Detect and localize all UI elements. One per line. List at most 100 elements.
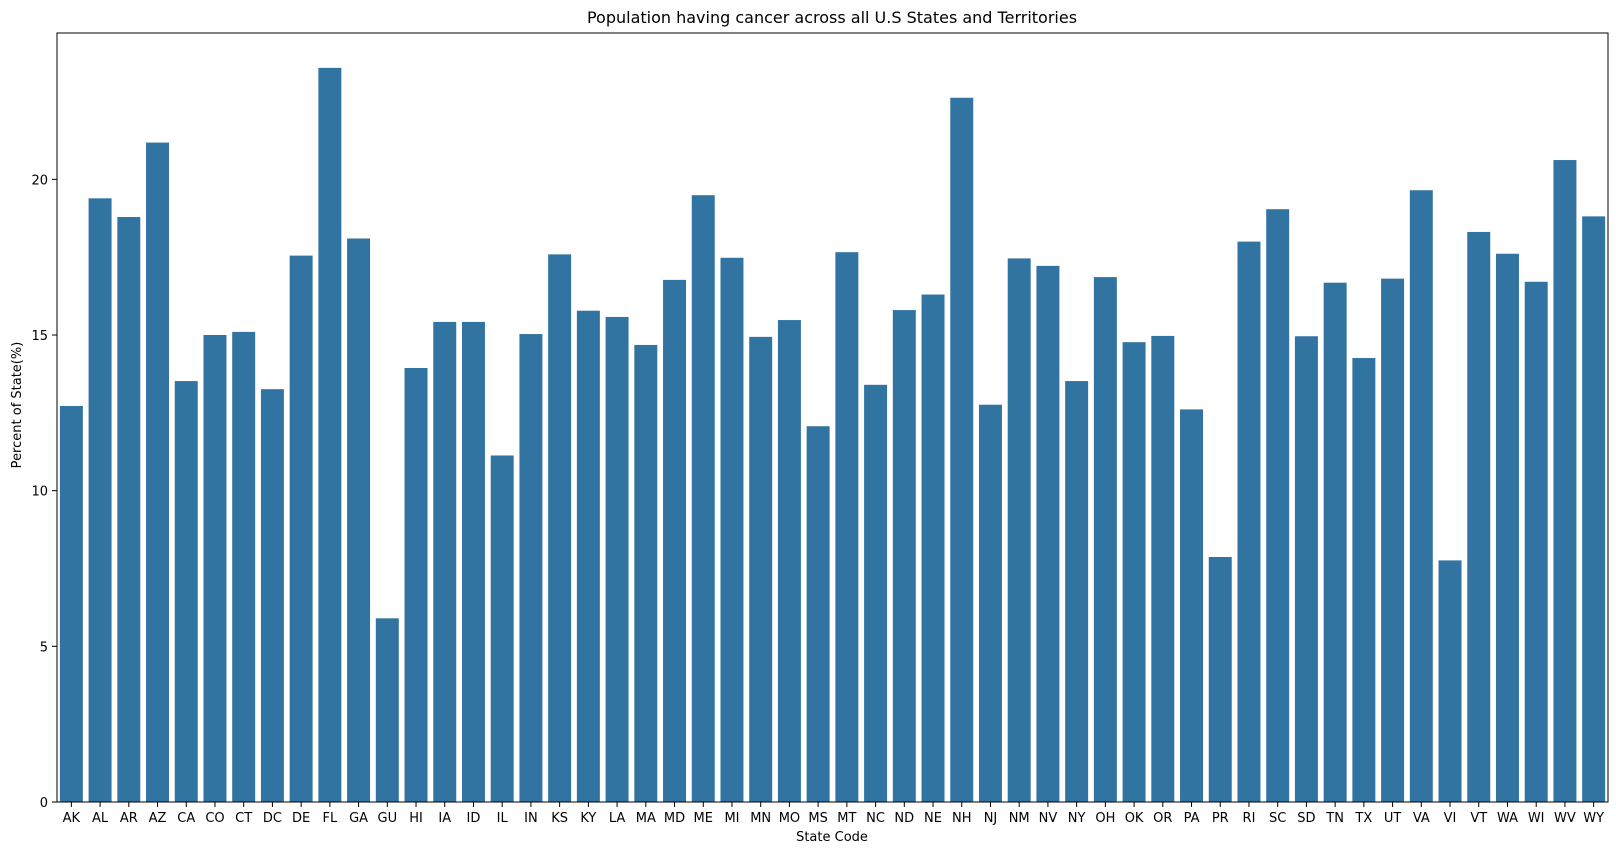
x-tick-label: VA [1413,811,1430,826]
x-tick-label: MT [837,811,856,826]
bar-mt [835,252,859,803]
x-tick-label: HI [409,811,423,826]
bar-in [519,334,543,802]
y-axis-ticks: 0 5 10 15 20 [31,173,57,811]
x-tick-label: ME [694,811,713,826]
bar-wv [1553,160,1577,803]
x-tick-label: AL [92,811,109,826]
bar-mo [777,320,801,802]
x-tick-label: MO [779,811,800,826]
bar-al [88,198,112,802]
x-tick-label: SC [1269,811,1286,826]
y-tick-label: 15 [31,329,48,344]
bar-tn [1323,282,1347,802]
x-tick-label: NY [1068,811,1086,826]
bar-pr [1208,556,1232,802]
x-tick-label: WV [1554,811,1576,826]
x-tick-label: SD [1297,811,1315,826]
bar-ct [232,331,256,802]
x-tick-label: ID [467,811,481,826]
bar-ga [347,238,371,802]
bar-gu [375,618,399,802]
x-axis-ticks: AK AL AR AZ CA CO CT DC DE FL GA GU HI IA ID IL IN KS KY LA… [63,802,1604,826]
bar-co [203,334,227,802]
bar-wy [1582,216,1606,802]
bars-group [59,67,1606,803]
bar-ia [433,321,457,802]
x-axis-title: State Code [796,830,868,845]
bar-wa [1495,253,1519,802]
bar-nc [864,384,888,802]
x-tick-label: NM [1009,811,1030,826]
x-tick-label: OH [1095,811,1115,826]
plot-frame [56,32,1609,803]
bar-ok [1122,342,1146,802]
x-tick-label: MS [808,811,827,826]
bar-sc [1266,209,1290,803]
x-tick-label: AR [120,811,138,826]
x-tick-label: IL [497,811,509,826]
x-tick-label: RI [1243,811,1256,826]
x-tick-label: PA [1184,811,1200,826]
x-tick-label: VT [1470,811,1487,826]
bar-vt [1467,231,1491,802]
bar-ut [1381,278,1405,802]
x-tick-label: MN [750,811,771,826]
x-tick-label: PR [1212,811,1229,826]
bar-nh [950,97,974,803]
x-tick-label: ND [894,811,914,826]
x-tick-label: CA [177,811,195,826]
x-tick-label: MI [724,811,739,826]
bar-id [461,321,485,802]
bar-md [663,279,687,802]
x-tick-label: KY [580,811,596,826]
x-tick-label: MA [636,811,656,826]
bar-fl [318,67,342,803]
bar-oh [1093,277,1117,802]
bar-ky [576,310,600,802]
bar-nd [892,310,916,802]
x-tick-label: WA [1497,811,1518,826]
x-tick-label: DC [263,811,282,826]
bar-ri [1237,241,1261,802]
bar-sd [1294,336,1318,802]
bar-az [146,142,170,803]
bar-me [691,195,715,803]
x-tick-label: NC [866,811,885,826]
x-tick-label: NE [924,811,942,826]
bar-la [605,316,629,802]
x-tick-label: WI [1528,811,1545,826]
bar-mi [720,257,744,802]
bar-nv [1036,265,1060,802]
bar-wi [1524,281,1548,803]
bar-ms [806,426,830,802]
bar-or [1151,335,1175,802]
x-tick-label: IN [524,811,538,826]
bar-vi [1438,560,1462,802]
x-tick-label: IA [438,811,451,826]
y-tick-label: 20 [31,173,48,188]
x-tick-label: LA [609,811,626,826]
bar-tx [1352,358,1376,802]
bar-ma [634,344,658,802]
chart-title: Population having cancer across all U.S … [587,8,1077,27]
bar-ar [117,216,141,803]
y-axis-title: Percent of State(%) [10,342,25,469]
bar-nm [1007,258,1031,802]
x-tick-label: MD [664,811,685,826]
x-tick-label: WY [1583,811,1604,826]
x-tick-label: OR [1153,811,1172,826]
y-tick-label: 5 [40,640,48,655]
y-tick-label: 10 [31,485,48,500]
x-tick-label: TN [1325,811,1344,826]
x-tick-label: NJ [984,811,998,826]
x-tick-label: GA [349,811,368,826]
bar-va [1409,190,1433,802]
bar-hi [404,367,428,802]
bar-ak [59,405,83,802]
bar-ks [548,254,572,802]
x-tick-label: FL [322,811,337,826]
bar-ny [1065,381,1089,802]
bar-ne [921,294,945,802]
bar-ca [174,381,198,802]
